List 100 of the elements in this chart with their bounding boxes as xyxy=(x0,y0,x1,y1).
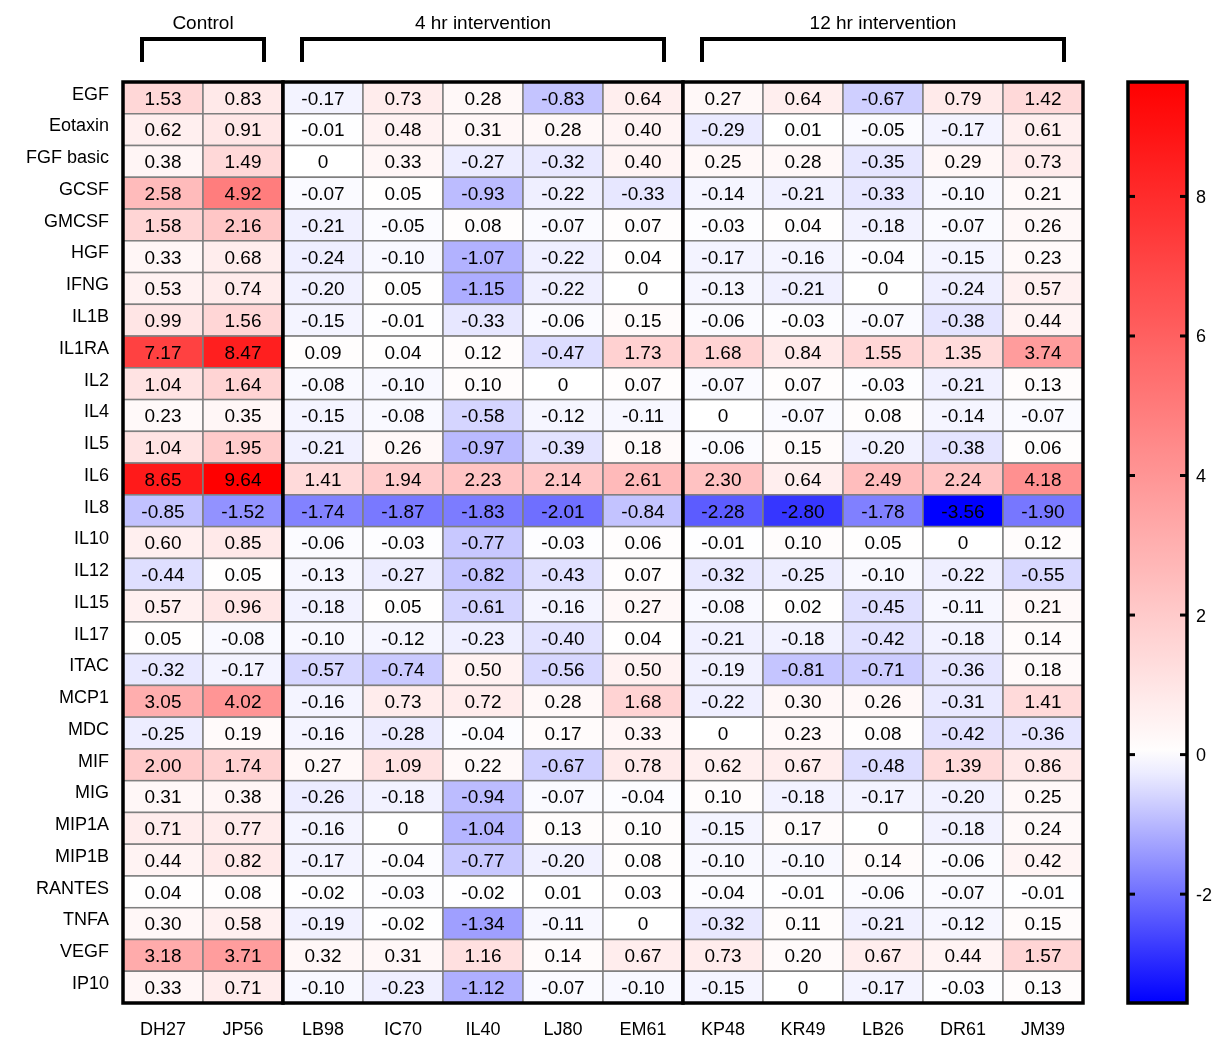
y-tick-label: IL2 xyxy=(83,369,109,390)
data-label: -0.93 xyxy=(461,183,505,204)
data-label: -0.04 xyxy=(381,849,426,871)
data-label: -0.25 xyxy=(781,564,825,586)
data-label: 0.67 xyxy=(624,945,662,967)
data-label: 0.86 xyxy=(1024,754,1062,776)
data-label: -0.28 xyxy=(381,722,425,744)
data-label: -0.04 xyxy=(861,246,906,268)
data-label: 0 xyxy=(557,373,569,395)
y-tick-label: IL5 xyxy=(83,433,109,454)
data-label: -0.10 xyxy=(621,976,665,998)
data-label: 4.02 xyxy=(224,691,262,713)
data-label: 0.24 xyxy=(1024,818,1062,840)
data-label: 0.07 xyxy=(624,564,662,586)
data-label: -0.47 xyxy=(541,341,585,363)
data-label: 0.91 xyxy=(224,119,262,141)
data-label: -0.16 xyxy=(541,595,585,617)
data-label: 0.09 xyxy=(304,341,342,363)
data-label: 1.64 xyxy=(224,373,262,395)
data-label: -0.27 xyxy=(381,564,425,586)
data-label: 0.04 xyxy=(784,214,822,236)
chart-title: 4 hr intervention xyxy=(414,12,552,33)
data-label: -0.31 xyxy=(941,691,985,713)
data-label: 0.08 xyxy=(224,881,262,903)
data-label: 0.10 xyxy=(624,818,662,840)
data-label: 0.50 xyxy=(464,659,502,681)
data-label: -0.17 xyxy=(941,119,985,141)
y-tick-label: HGF xyxy=(71,242,109,263)
data-label: -0.40 xyxy=(541,627,585,649)
data-label: -0.18 xyxy=(301,595,345,617)
data-label: 0.01 xyxy=(544,881,582,903)
data-label: -0.18 xyxy=(381,786,425,808)
data-label: -3.56 xyxy=(941,500,985,522)
data-label: -0.12 xyxy=(941,913,985,935)
data-label: -0.10 xyxy=(381,246,425,268)
data-label: -0.29 xyxy=(701,119,745,141)
data-label: -0.15 xyxy=(701,976,745,998)
x-tick-label: JP56 xyxy=(222,1019,264,1039)
data-label: 0.57 xyxy=(1024,278,1062,300)
data-label: 8.47 xyxy=(224,341,262,363)
y-tick-label: MCP1 xyxy=(58,687,109,708)
data-label: -0.06 xyxy=(541,310,585,332)
data-label: -0.74 xyxy=(381,659,426,681)
x-tick-label: JM39 xyxy=(1020,1019,1066,1039)
data-label: 0.19 xyxy=(224,722,262,744)
data-label: 0.44 xyxy=(1024,310,1062,332)
y-tick-label: MIG xyxy=(75,782,109,803)
data-label: -1.15 xyxy=(461,278,505,300)
data-label: 0.20 xyxy=(784,945,822,967)
data-label: 1.74 xyxy=(224,754,262,776)
data-label: -0.57 xyxy=(301,659,345,681)
chart-title: Control xyxy=(172,12,234,33)
data-label: -0.03 xyxy=(541,532,585,554)
data-label: -0.22 xyxy=(541,183,585,204)
y-tick-label: IL12 xyxy=(73,560,109,581)
data-label: -0.16 xyxy=(301,691,345,713)
data-label: -0.36 xyxy=(1021,722,1065,744)
data-label: -0.45 xyxy=(861,595,905,617)
data-label: -0.20 xyxy=(941,786,985,808)
y-tick-label: IL17 xyxy=(73,623,109,644)
data-label: -0.01 xyxy=(1021,881,1065,903)
data-label: -0.17 xyxy=(301,849,345,871)
data-label: 0.04 xyxy=(624,627,662,649)
data-label: 0 xyxy=(717,722,729,744)
data-label: 2.14 xyxy=(544,468,582,490)
data-label: -0.21 xyxy=(781,278,825,300)
data-label: 1.41 xyxy=(1024,691,1062,713)
data-label: 0.28 xyxy=(544,119,582,141)
data-label: -0.06 xyxy=(301,532,345,554)
data-label: -0.84 xyxy=(621,500,666,522)
data-label: -2.28 xyxy=(701,500,745,522)
data-label: -0.56 xyxy=(541,659,585,681)
data-label: -0.97 xyxy=(461,437,505,459)
data-label: -0.18 xyxy=(861,214,905,236)
data-label: -0.10 xyxy=(941,183,985,204)
data-label: -0.25 xyxy=(141,722,185,744)
data-label: 0.10 xyxy=(704,786,742,808)
data-label: -0.14 xyxy=(701,183,746,204)
data-label: -0.38 xyxy=(941,437,985,459)
data-label: 0.73 xyxy=(384,87,422,109)
data-label: 1.55 xyxy=(864,341,902,363)
y-tick-label: TNFA xyxy=(62,909,109,930)
data-label: -0.03 xyxy=(781,310,825,332)
data-label: 2.00 xyxy=(144,754,182,776)
color-bar-label: 0 xyxy=(1196,745,1207,766)
data-label: -0.71 xyxy=(861,659,905,681)
data-label: -0.02 xyxy=(461,881,505,903)
data-label: -0.10 xyxy=(301,627,345,649)
y-tick-label: RANTES xyxy=(35,877,109,898)
data-label: 0.07 xyxy=(624,214,662,236)
data-label: -0.18 xyxy=(781,786,825,808)
x-tick-label: LB98 xyxy=(301,1019,345,1039)
data-label: 1.39 xyxy=(944,754,982,776)
data-label: 3.71 xyxy=(224,945,262,967)
data-label: -0.08 xyxy=(301,373,345,395)
data-label: -0.04 xyxy=(461,722,506,744)
data-label: 0 xyxy=(397,818,409,840)
data-label: 0.68 xyxy=(224,246,262,268)
data-label: 0.06 xyxy=(1024,437,1062,459)
data-label: -1.83 xyxy=(461,500,505,522)
